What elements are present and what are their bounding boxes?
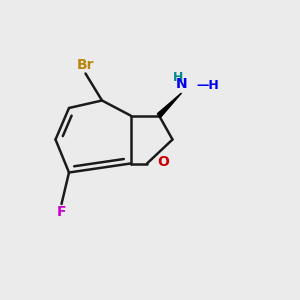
Text: —H: —H: [196, 79, 219, 92]
Text: Br: Br: [77, 58, 94, 72]
Text: F: F: [57, 206, 66, 220]
Polygon shape: [157, 93, 182, 117]
Text: N: N: [176, 76, 187, 91]
Text: H: H: [173, 71, 183, 84]
Text: O: O: [158, 155, 169, 169]
